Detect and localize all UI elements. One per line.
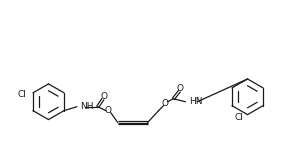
Text: HN: HN xyxy=(189,97,203,106)
Text: O: O xyxy=(161,99,168,108)
Text: O: O xyxy=(104,106,111,115)
Text: NH: NH xyxy=(80,102,94,111)
Text: Cl: Cl xyxy=(234,113,243,122)
Text: O: O xyxy=(177,84,184,93)
Text: O: O xyxy=(100,92,107,101)
Text: Cl: Cl xyxy=(17,90,26,99)
